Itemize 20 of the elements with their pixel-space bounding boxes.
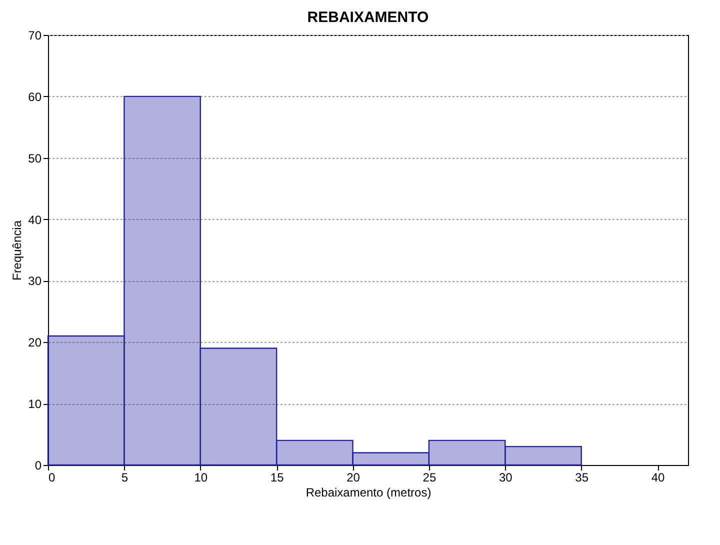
x-tick-label: 10: [194, 470, 208, 484]
y-tick-label: 20: [28, 336, 42, 350]
x-axis-title: Rebaixamento (metros): [306, 486, 432, 500]
y-tick-label: 30: [28, 274, 42, 288]
x-tick-label: 40: [651, 470, 666, 484]
chart-title: REBAIXAMENTO: [307, 9, 430, 26]
y-axis-title: Frequência: [10, 220, 24, 281]
y-tick-label: 10: [28, 397, 42, 412]
y-tick-label: 40: [28, 212, 42, 227]
x-tick-label: 30: [498, 470, 513, 484]
x-tick-label: 35: [575, 470, 589, 484]
x-tick-label: 25: [422, 470, 436, 484]
x-tick-label: 15: [270, 470, 284, 484]
y-tick-label: 0: [34, 458, 42, 472]
y-tick-label: 60: [28, 90, 42, 104]
x-tick-label: 20: [346, 470, 360, 484]
x-tick-label: 5: [121, 470, 128, 484]
y-tick-label: 50: [28, 151, 42, 166]
y-tick-label: 70: [28, 28, 42, 42]
x-tick-label: 0: [48, 470, 56, 484]
